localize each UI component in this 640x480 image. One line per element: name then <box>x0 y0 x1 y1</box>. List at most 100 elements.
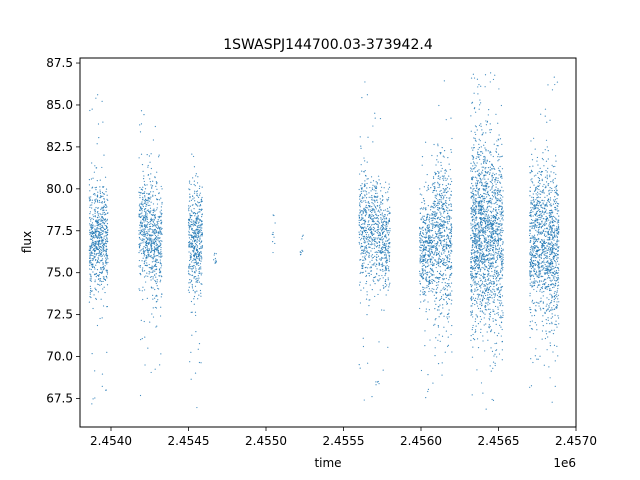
data-point <box>487 171 489 173</box>
data-point <box>101 373 104 375</box>
data-point <box>435 247 438 249</box>
data-point <box>486 229 488 232</box>
data-point <box>479 298 481 300</box>
data-point <box>97 257 99 259</box>
data-point <box>199 272 201 274</box>
data-point <box>426 280 428 282</box>
data-point <box>377 218 379 220</box>
data-point <box>490 264 492 266</box>
data-point <box>425 231 427 233</box>
data-point <box>158 154 160 156</box>
data-point <box>158 199 161 201</box>
data-point <box>423 293 425 295</box>
data-point <box>488 317 490 320</box>
data-point <box>421 164 423 166</box>
data-point <box>95 97 97 99</box>
data-point <box>89 190 91 192</box>
data-point <box>489 296 492 298</box>
data-point <box>160 265 163 267</box>
data-point <box>388 286 390 288</box>
data-point <box>446 263 448 266</box>
data-point <box>476 338 479 340</box>
data-point <box>360 259 362 261</box>
data-point <box>447 344 450 346</box>
data-point <box>472 293 475 295</box>
data-point <box>142 203 144 205</box>
data-point <box>450 230 452 233</box>
data-point <box>89 233 91 236</box>
data-point <box>90 274 92 276</box>
data-point <box>498 250 500 252</box>
data-point <box>106 263 108 265</box>
data-point <box>479 310 481 312</box>
data-point <box>446 258 449 260</box>
data-point <box>381 256 383 259</box>
data-point <box>480 179 482 181</box>
data-point <box>383 220 385 222</box>
data-point <box>193 303 195 305</box>
data-point <box>435 242 438 245</box>
data-point <box>370 196 372 198</box>
data-point <box>477 233 479 235</box>
data-point <box>422 288 424 291</box>
data-point <box>495 249 497 251</box>
data-point <box>381 309 383 311</box>
data-point <box>477 288 479 291</box>
data-point <box>369 205 371 207</box>
data-point <box>191 270 193 273</box>
data-point <box>423 233 425 235</box>
data-point <box>105 221 107 223</box>
data-point <box>368 236 370 238</box>
data-point <box>429 231 431 233</box>
data-point <box>373 223 376 225</box>
data-point <box>201 220 203 222</box>
data-point <box>446 192 448 194</box>
data-point <box>146 239 149 241</box>
data-point <box>156 188 158 190</box>
data-point <box>94 240 97 243</box>
data-point <box>371 264 373 266</box>
data-point <box>476 183 479 185</box>
data-point <box>482 132 484 134</box>
data-point <box>377 228 379 231</box>
data-point <box>451 290 453 292</box>
data-point <box>475 133 477 136</box>
data-point <box>470 262 472 264</box>
data-point <box>430 272 432 275</box>
data-point <box>428 256 430 258</box>
data-point <box>156 325 158 327</box>
data-point <box>434 211 436 213</box>
data-point <box>376 238 378 240</box>
data-point <box>140 274 142 276</box>
data-point <box>475 187 478 189</box>
data-point <box>96 259 99 261</box>
data-point <box>437 181 439 183</box>
data-point <box>361 232 364 234</box>
data-point <box>146 234 148 237</box>
data-point <box>470 312 472 314</box>
data-point <box>477 191 479 193</box>
data-point <box>365 207 367 209</box>
data-point <box>494 236 496 238</box>
data-point <box>448 250 450 252</box>
data-point <box>105 209 107 211</box>
data-point <box>439 313 441 315</box>
data-point <box>441 193 443 195</box>
data-point <box>450 194 452 196</box>
data-point <box>138 157 140 159</box>
data-point <box>154 237 156 239</box>
data-point <box>98 252 100 255</box>
data-point <box>154 288 156 291</box>
data-point <box>368 220 370 222</box>
data-point <box>480 259 483 261</box>
data-point <box>192 155 195 158</box>
data-point <box>146 192 148 195</box>
data-point <box>439 230 441 232</box>
data-point <box>146 184 148 186</box>
data-point <box>478 84 480 86</box>
data-point <box>381 225 383 228</box>
data-point <box>478 244 480 246</box>
data-point <box>442 246 444 248</box>
data-point <box>501 310 503 312</box>
data-point <box>496 233 498 235</box>
